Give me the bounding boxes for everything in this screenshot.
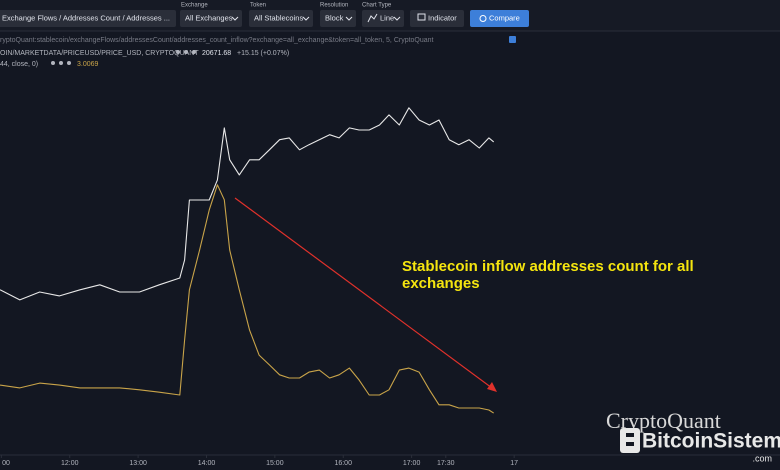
compare-icon [479, 15, 487, 22]
token-select[interactable] [249, 10, 313, 27]
x-tick-label: 12:00 [61, 460, 79, 467]
x-tick-label: 14:00 [198, 460, 216, 467]
legend-value: 20671.68 [202, 50, 231, 57]
legend-series: ryptoQuant:stablecoin/exchangeFlows/addr… [0, 37, 434, 44]
indicator[interactable]: Indicator [428, 13, 457, 22]
legend-icons [176, 50, 196, 54]
resolution[interactable]: Block [325, 13, 344, 22]
arrow [234, 197, 493, 389]
x-tick-label: 00 [2, 460, 10, 467]
legend-icon [509, 36, 516, 43]
x-tick-label: 17:00 [403, 460, 421, 467]
label: Resolution [320, 3, 348, 9]
x-tick-label: 17 [510, 460, 518, 467]
compare[interactable]: Compare [489, 13, 520, 22]
legend-icons [51, 61, 71, 65]
compare-button[interactable] [470, 10, 529, 27]
plot: 00 12:00 13:00 14:00 15:00 16:00 17:00 17:30 17 [0, 107, 518, 467]
series-line [0, 107, 495, 301]
x-tick-label: 16:00 [334, 460, 352, 467]
label: Chart Type [362, 3, 392, 9]
x-tick-label: 13:00 [129, 460, 147, 467]
metric-select[interactable] [0, 10, 176, 27]
legend-change: +15.15 (+0.07%) [237, 50, 289, 57]
token[interactable]: All Stablecoins [254, 13, 303, 22]
series-line [0, 184, 494, 414]
indicator-icon [417, 13, 426, 21]
label: Token [250, 3, 266, 9]
watermark-domain: .com [752, 453, 772, 463]
legend-series: 44, close, 0) [0, 61, 38, 68]
legend-series: OIN/MARKETDATA/PRICEUSD/PRICE_USD, CRYPT… [0, 50, 199, 57]
line-icon [367, 13, 378, 23]
x-tick-label: 15:00 [266, 460, 284, 467]
chevron [345, 16, 353, 21]
chevron [231, 16, 239, 21]
legend-value: 3.0069 [77, 61, 99, 68]
chevron [302, 16, 310, 21]
exchange-select[interactable] [180, 10, 242, 27]
label: Exchange [181, 3, 208, 9]
watermark-site: BitcoinSistemi [642, 430, 780, 453]
metric[interactable]: Exchange Flows / Addresses Count / Addre… [2, 13, 170, 22]
watermark-logo [620, 428, 640, 453]
exchange[interactable]: All Exchanges [185, 13, 233, 22]
resolution-select[interactable] [320, 10, 356, 27]
chart-type[interactable]: Line [380, 13, 394, 22]
annotation: Stablecoin inflow addresses count for al… [402, 258, 694, 292]
arrow-head [487, 382, 497, 392]
annotation-box: Stablecoin inflow addresses count for al… [402, 258, 694, 292]
x-tick-label: 17:30 [437, 460, 455, 467]
chart-type-select[interactable] [362, 10, 404, 27]
chevron [393, 16, 401, 21]
